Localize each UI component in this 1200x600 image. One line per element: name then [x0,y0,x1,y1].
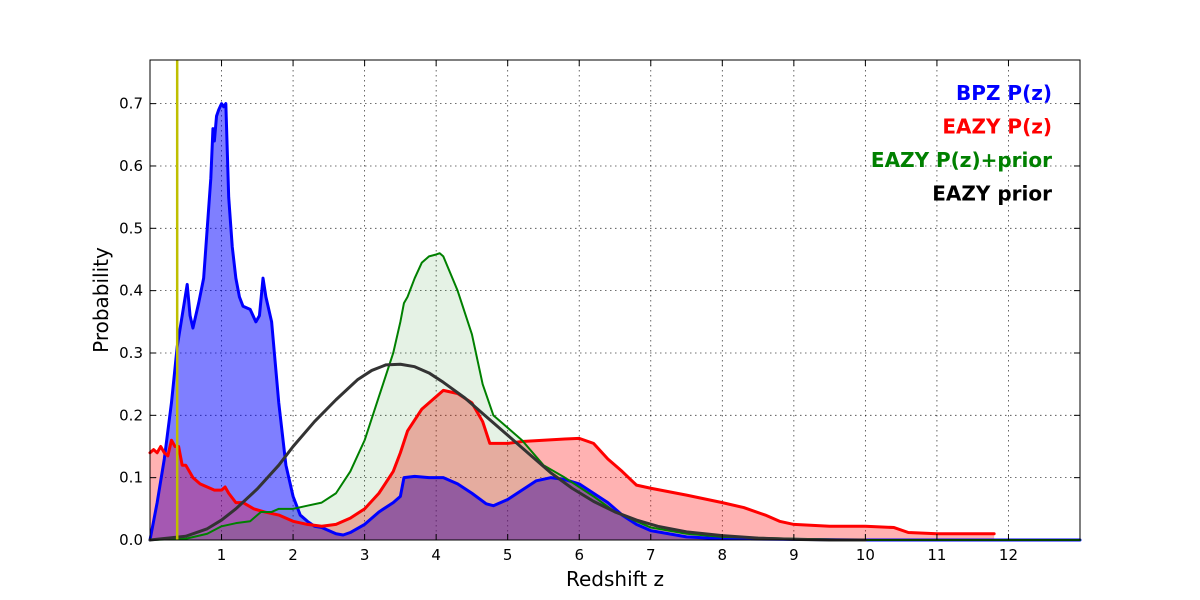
x-tick-label-7: 8 [718,546,728,564]
tick-labels: 1 2 3 4 5 6 7 8 9 10 11 120.00.10.20.30.40.50.60.7 [119,95,1018,564]
y-tick-label-3: 0.3 [119,344,143,362]
x-tick-label-2: 3 [360,546,370,564]
x-tick-label-0: 1 [217,546,227,564]
x-tick-label-10: 11 [927,546,946,564]
axes [149,59,1081,541]
series-line-1 [148,388,996,536]
x-tick-label-1: 2 [288,546,298,564]
x-tick-label-4: 5 [503,546,513,564]
series-line-3 [148,362,867,542]
x-tick-label-6: 7 [646,546,656,564]
series-group [148,102,1082,542]
legend-entry-2: EAZY P(z)+prior [871,148,1052,172]
series-area-1 [150,390,995,540]
legend: BPZ P(z) EAZY P(z) EAZY P(z)+prior EAZY pri… [871,81,1052,206]
series-area-0 [150,103,1080,540]
y-tick-label-6: 0.6 [119,157,143,175]
y-tick-label-1: 0.1 [119,469,143,487]
legend-entry-0: BPZ P(z) [956,81,1052,105]
y-tick-label-0: 0.0 [119,531,143,549]
grid [150,60,1080,540]
series-area-2 [150,253,1080,540]
legend-entry-1: EAZY P(z) [942,115,1052,139]
legend-entry-3: EAZY prior [932,182,1052,206]
y-tick-label-7: 0.7 [119,95,143,113]
x-axis-label: Redshift z [566,567,664,591]
y-tick-label-5: 0.5 [119,219,143,237]
y-axis-label: Probability [89,247,113,353]
x-tick-label-9: 10 [856,546,875,564]
plot-frame [149,59,1081,541]
y-tick-label-4: 0.4 [119,282,143,300]
x-tick-label-5: 6 [574,546,584,564]
x-tick-label-8: 9 [789,546,799,564]
y-tick-label-2: 0.2 [119,406,143,424]
x-tick-label-11: 12 [999,546,1018,564]
x-tick-label-3: 4 [431,546,441,564]
